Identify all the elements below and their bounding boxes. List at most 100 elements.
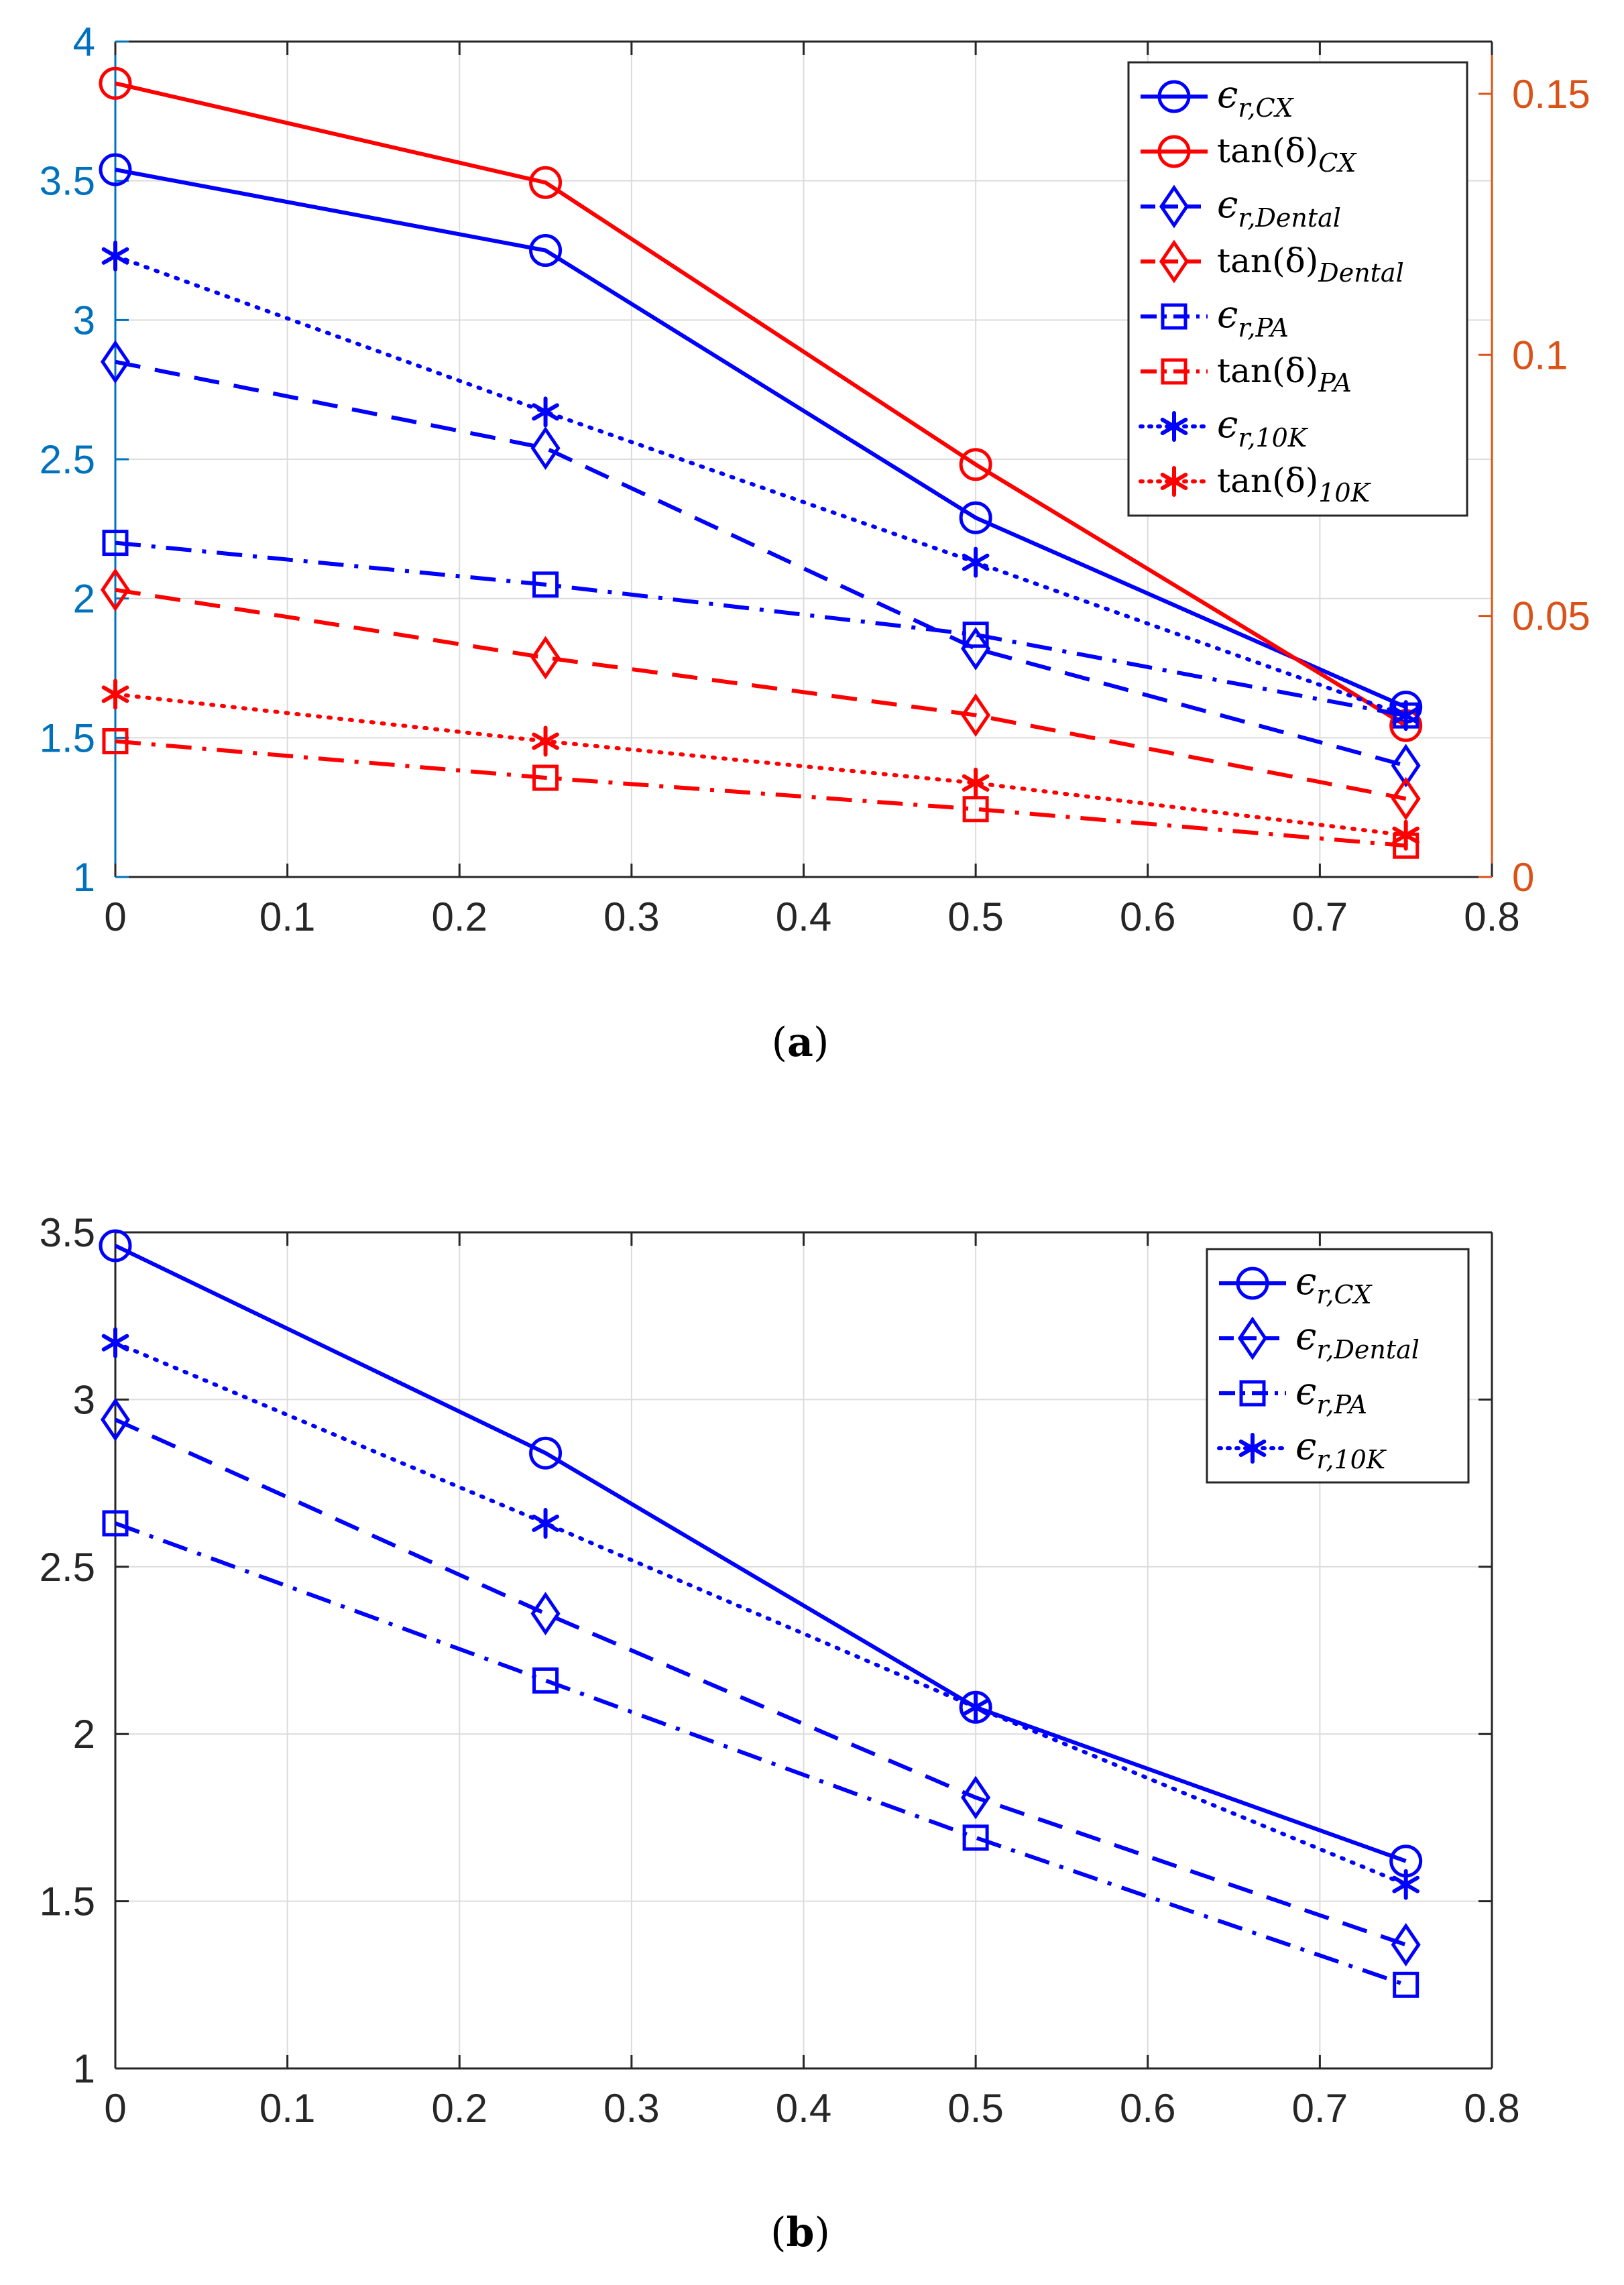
legend-label-subscript: r,10K	[1316, 1445, 1387, 1474]
data-point-circle-marker	[529, 166, 563, 199]
data-point-asterisk-marker	[101, 1327, 129, 1358]
series-line	[113, 253, 1408, 718]
legend-label: tan(δ)Dental	[1217, 241, 1404, 288]
legend-label: ϵr,10K	[1295, 1425, 1387, 1474]
legend-box	[1127, 61, 1468, 517]
data-point-diamond-marker	[530, 1592, 561, 1636]
legend-label: ϵr,PA	[1217, 293, 1289, 343]
legend-label-main: ϵ	[1217, 403, 1238, 447]
y-tick-label: 2	[73, 1712, 95, 1757]
data-point-diamond-marker	[961, 626, 991, 670]
x-tick-label: 0.4	[776, 2086, 831, 2131]
legend-label-subscript: r,PA	[1238, 313, 1289, 343]
legend-diamond-marker	[1159, 184, 1190, 229]
data-point-diamond-marker	[1391, 744, 1421, 788]
y2-tick-label: 0.15	[1512, 72, 1590, 117]
series-asterisk-blue	[101, 1327, 1419, 1900]
x-tick-label: 0.5	[947, 894, 1003, 939]
legend-label-main: ϵ	[1295, 1425, 1316, 1468]
series-line	[114, 1244, 1407, 1863]
data-point-diamond-marker	[100, 1397, 131, 1442]
data-point-asterisk-marker	[101, 240, 129, 272]
series-line	[115, 81, 1407, 727]
x-tick-label: 0.7	[1292, 894, 1348, 939]
legend-label-subscript: PA	[1318, 368, 1352, 398]
legend-label-main: ϵ	[1295, 1260, 1316, 1303]
data-point-circle-marker	[959, 448, 992, 481]
panel-caption: (a)	[772, 1019, 829, 1066]
data-point-asterisk-marker	[962, 1692, 990, 1723]
y-tick-label: 2	[73, 577, 95, 622]
caption-close-paren: )	[813, 1019, 829, 1066]
series-line	[115, 540, 1407, 718]
y-tick-label: 3	[73, 298, 95, 343]
data-point-square-marker	[532, 764, 559, 791]
x-tick-label: 0.5	[947, 2086, 1003, 2131]
x-tick-label: 0.8	[1464, 2086, 1519, 2131]
x-tick-label: 0.8	[1464, 894, 1519, 939]
y-tick-label: 3.5	[40, 1210, 95, 1255]
legend-label: ϵr,Dental	[1217, 183, 1341, 233]
data-point-square-marker	[102, 530, 129, 556]
x-tick-label: 0.2	[432, 2086, 487, 2131]
legend-asterisk-marker	[1160, 466, 1188, 497]
y-tick-label: 2.5	[40, 437, 95, 482]
series-circle-blue	[99, 153, 1423, 724]
x-tick-label: 0.1	[259, 2086, 315, 2131]
series-line	[113, 692, 1408, 837]
data-point-asterisk-marker	[962, 767, 990, 799]
caption-letter: b	[787, 2209, 815, 2256]
series-square-blue	[102, 1510, 1419, 1998]
legend-diamond-marker	[1237, 1316, 1268, 1360]
x-tick-label: 0.6	[1120, 2086, 1175, 2131]
legend-label-subscript: r,Dental	[1316, 1335, 1419, 1364]
legend-circle-marker	[1157, 135, 1191, 168]
data-point-square-marker	[1393, 1971, 1419, 1998]
series-asterisk-red	[101, 679, 1419, 851]
data-point-square-marker	[962, 1824, 989, 1851]
data-point-square-marker	[102, 728, 129, 755]
data-point-diamond-marker	[100, 340, 131, 384]
caption-close-paren: )	[814, 2209, 829, 2256]
legend-label-subscript: 10K	[1318, 478, 1371, 508]
series-line	[114, 1521, 1407, 1987]
legend-label: ϵr,10K	[1217, 403, 1309, 453]
data-point-asterisk-marker	[1392, 700, 1419, 731]
data-point-square-marker	[532, 571, 559, 598]
x-tick-label: 0	[104, 894, 126, 939]
legend-label-subscript: r,Dental	[1238, 203, 1341, 233]
panel-caption: (b)	[770, 2209, 830, 2256]
legend-label-main: ϵ	[1295, 1370, 1316, 1413]
series-line	[115, 359, 1407, 768]
legend-label-main: ϵ	[1295, 1315, 1316, 1358]
caption-open-paren: (	[770, 2209, 786, 2256]
data-point-diamond-marker	[961, 1775, 991, 1820]
legend-label-subscript: Dental	[1318, 258, 1404, 288]
series-line	[115, 168, 1407, 709]
legend-label-main: ϵ	[1217, 73, 1238, 117]
y-tick-label: 3	[73, 1377, 95, 1422]
legend-label-main: tan(δ)	[1217, 351, 1318, 390]
legend-label: tan(δ)PA	[1217, 351, 1352, 398]
legend-square-marker	[1161, 358, 1187, 385]
data-point-diamond-marker	[961, 693, 991, 738]
data-point-asterisk-marker	[1392, 1869, 1419, 1900]
data-point-square-marker	[532, 1667, 559, 1694]
series-diamond-blue	[100, 1397, 1421, 1967]
legend-label-subscript: CX	[1318, 148, 1357, 178]
data-point-asterisk-marker	[101, 679, 129, 710]
legend-square-marker	[1239, 1380, 1266, 1407]
legend-label-main: tan(δ)	[1217, 461, 1318, 500]
legend-label-subscript: r,PA	[1316, 1390, 1367, 1419]
data-point-asterisk-marker	[532, 396, 559, 428]
y-tick-label: 3.5	[40, 159, 95, 204]
legend-label-subscript: r,CX	[1238, 93, 1294, 123]
y2-tick-label: 0.1	[1512, 333, 1568, 377]
legend-label: tan(δ)CX	[1217, 131, 1357, 178]
legend-label-main: tan(δ)	[1217, 131, 1318, 170]
y-tick-label: 4	[73, 19, 95, 64]
data-point-square-marker	[962, 622, 989, 648]
legend-label-subscript: r,10K	[1238, 423, 1308, 453]
